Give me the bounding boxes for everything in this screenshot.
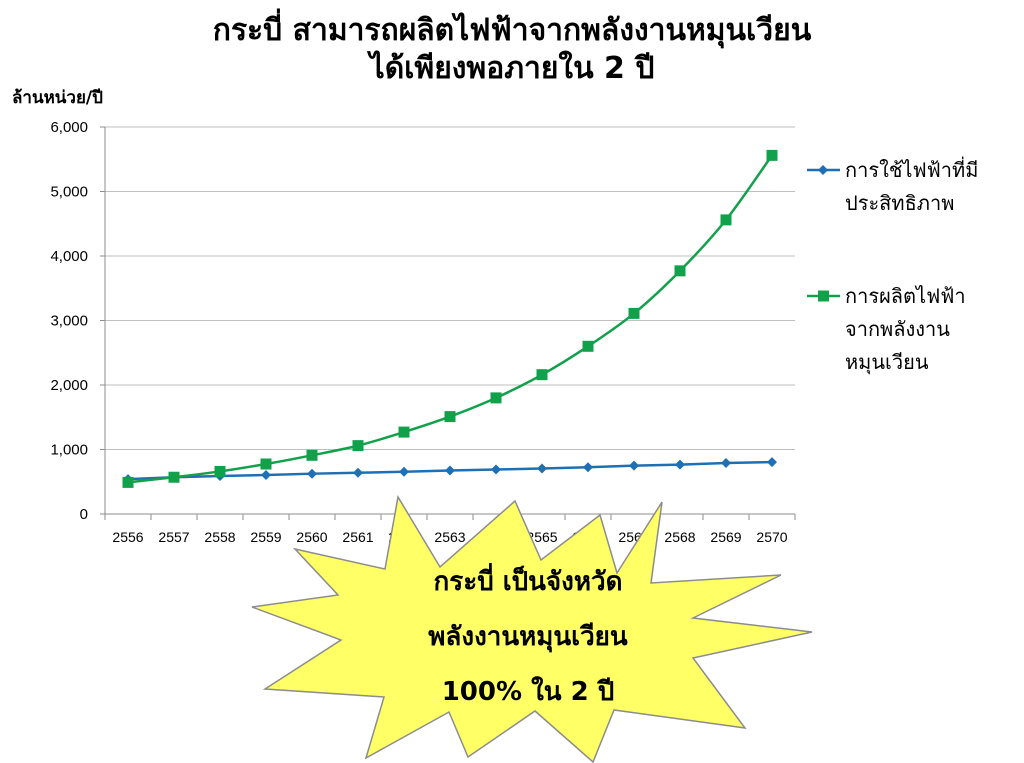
data-point — [260, 458, 272, 470]
data-point — [583, 462, 593, 473]
axes — [104, 127, 796, 520]
y-tick-label: 0 — [80, 506, 88, 523]
x-tick-label: 2556 — [112, 529, 143, 545]
x-tick-label: 2570 — [756, 529, 787, 545]
y-axis-label: ล้านหน่วย/ปี — [12, 87, 103, 108]
data-point — [674, 265, 686, 277]
x-tick-label: 2561 — [342, 529, 373, 545]
legend-label: การผลิตไฟฟ้า — [845, 284, 966, 308]
series-1 — [123, 457, 777, 485]
data-point — [537, 463, 547, 474]
y-tick-label: 1,000 — [50, 442, 88, 459]
y-tick-label: 3,000 — [50, 313, 88, 330]
data-point — [720, 214, 732, 226]
data-point — [352, 440, 364, 452]
legend-item-2: การผลิตไฟฟ้าจากพลังงานหมุนเวียน — [807, 284, 966, 375]
y-tick-labels: 0 1,000 2,000 3,000 4,000 5,000 6,000 — [50, 119, 105, 523]
y-tick-label: 2,000 — [50, 377, 88, 394]
callout-starburst: กระบี่ เป็นจังหวัด พลังงานหมุนเวียน 100%… — [251, 494, 813, 763]
data-point — [721, 458, 731, 469]
data-point — [491, 464, 501, 475]
x-tick-label: 2568 — [664, 529, 695, 545]
y-tick-label: 5,000 — [50, 184, 88, 201]
data-point — [307, 468, 317, 479]
data-point — [766, 149, 778, 161]
data-point — [582, 340, 594, 352]
data-point — [261, 469, 271, 480]
series-line — [127, 154, 774, 484]
data-point — [398, 426, 410, 438]
chart-title-line-1: กระบี่ สามารถผลิตไฟฟ้าจากพลังงานหมุนเวีย… — [213, 8, 812, 49]
callout-line-2: พลังงานหมุนเวียน — [428, 622, 628, 653]
series-2 — [122, 149, 778, 488]
x-tick-label: 2560 — [296, 529, 327, 545]
data-point — [399, 466, 409, 477]
y-tick-label: 4,000 — [50, 248, 88, 265]
data-point — [628, 307, 640, 319]
data-point — [214, 465, 226, 477]
x-tick-label: 2558 — [204, 529, 235, 545]
legend-label: หมุนเวียน — [845, 350, 929, 375]
legend-label: การใช้ไฟฟ้าที่มี — [845, 156, 978, 182]
legend: การใช้ไฟฟ้าที่มีประสิทธิภาพการผลิตไฟฟ้าจ… — [807, 156, 978, 375]
callout-line-3: 100% ใน 2 ปี — [442, 676, 615, 707]
data-point — [629, 460, 639, 471]
legend-marker — [818, 290, 829, 302]
legend-marker — [818, 165, 828, 175]
gridlines — [105, 126, 795, 450]
x-tick-label: 2565 — [526, 529, 557, 545]
data-point — [122, 476, 134, 488]
data-point — [353, 467, 363, 478]
data-point — [767, 457, 777, 468]
data-point — [444, 411, 456, 423]
data-point — [675, 459, 685, 470]
x-tick-label: 2563 — [434, 529, 465, 545]
legend-label: จากพลังงาน — [845, 317, 950, 341]
x-tick-labels: 2556255725582559256025612562256325642565… — [112, 529, 787, 545]
data-point — [306, 449, 318, 461]
y-tick-label: 6,000 — [50, 119, 88, 136]
x-tick-label: 2557 — [158, 529, 189, 545]
data-point — [490, 392, 502, 404]
starburst-shape — [251, 494, 813, 763]
series-layer — [122, 149, 778, 488]
data-point — [168, 471, 180, 483]
legend-label: ประสิทธิภาพ — [845, 191, 954, 215]
data-point — [536, 369, 548, 381]
legend-item-1: การใช้ไฟฟ้าที่มีประสิทธิภาพ — [807, 156, 978, 215]
x-tick-label: 2569 — [710, 529, 741, 545]
data-point — [445, 465, 455, 476]
x-tick-label: 2559 — [250, 529, 281, 545]
callout-line-1: กระบี่ เป็นจังหวัด — [434, 562, 623, 597]
chart-title-line-2: ได้เพียงพอภายใน 2 ปี — [367, 50, 655, 86]
